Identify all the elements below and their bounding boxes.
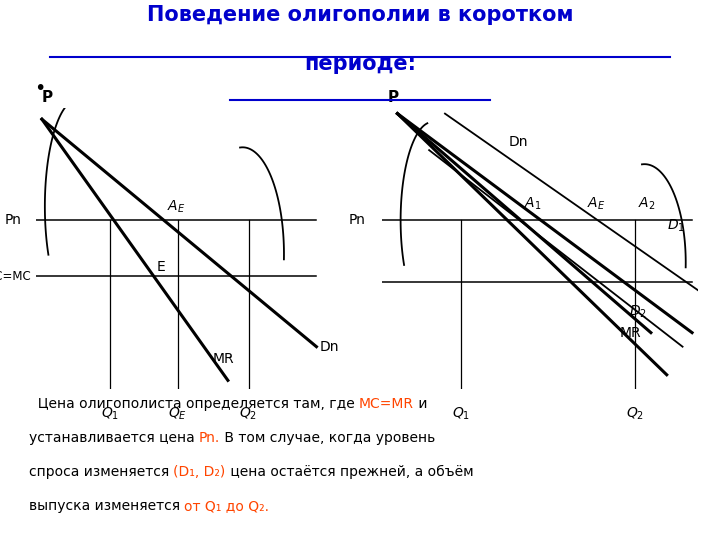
- Text: периоде:: периоде:: [304, 54, 416, 74]
- Text: MC=MR: MC=MR: [359, 397, 414, 411]
- Text: $A_1$: $A_1$: [524, 195, 541, 212]
- Text: $A_E$: $A_E$: [167, 198, 185, 215]
- Text: AVC=MC: AVC=MC: [0, 270, 32, 283]
- Text: $A_2$: $A_2$: [638, 195, 656, 212]
- Text: Цена олигополиста определяется там, где: Цена олигополиста определяется там, где: [29, 397, 359, 411]
- Text: и: и: [414, 397, 428, 411]
- Text: Pn.: Pn.: [199, 431, 220, 445]
- Text: В том случае, когда уровень: В том случае, когда уровень: [220, 431, 436, 445]
- Text: Dn: Dn: [320, 340, 339, 354]
- Text: выпуска изменяется: выпуска изменяется: [29, 499, 184, 513]
- Text: цена остаётся прежней, а объём: цена остаётся прежней, а объём: [225, 465, 473, 479]
- Text: $Q_2$: $Q_2$: [240, 406, 258, 422]
- Text: E: E: [157, 260, 166, 274]
- Text: Pn: Pn: [4, 213, 22, 227]
- Text: $Q_1$: $Q_1$: [451, 406, 470, 422]
- Text: $D_2$: $D_2$: [629, 303, 647, 320]
- Text: Pn: Pn: [349, 213, 366, 227]
- Text: (D₁, D₂): (D₁, D₂): [174, 465, 225, 479]
- Text: P: P: [388, 90, 399, 105]
- Text: $Q_E$: $Q_E$: [168, 406, 187, 422]
- Text: $Q_2$: $Q_2$: [626, 406, 644, 422]
- Text: спроса изменяется: спроса изменяется: [29, 465, 174, 479]
- Text: MR: MR: [213, 352, 235, 366]
- Text: •: •: [34, 79, 45, 98]
- Text: $Q_1$: $Q_1$: [101, 406, 119, 422]
- Text: устанавливается цена: устанавливается цена: [29, 431, 199, 445]
- Text: P: P: [42, 90, 53, 105]
- Text: Поведение олигополии в коротком: Поведение олигополии в коротком: [147, 5, 573, 25]
- Text: от Q₁ до Q₂.: от Q₁ до Q₂.: [184, 499, 269, 513]
- Text: Dn: Dn: [508, 134, 528, 149]
- Text: MR: MR: [619, 326, 641, 340]
- Text: $D_1$: $D_1$: [667, 218, 685, 234]
- Text: $A_E$: $A_E$: [588, 195, 606, 212]
